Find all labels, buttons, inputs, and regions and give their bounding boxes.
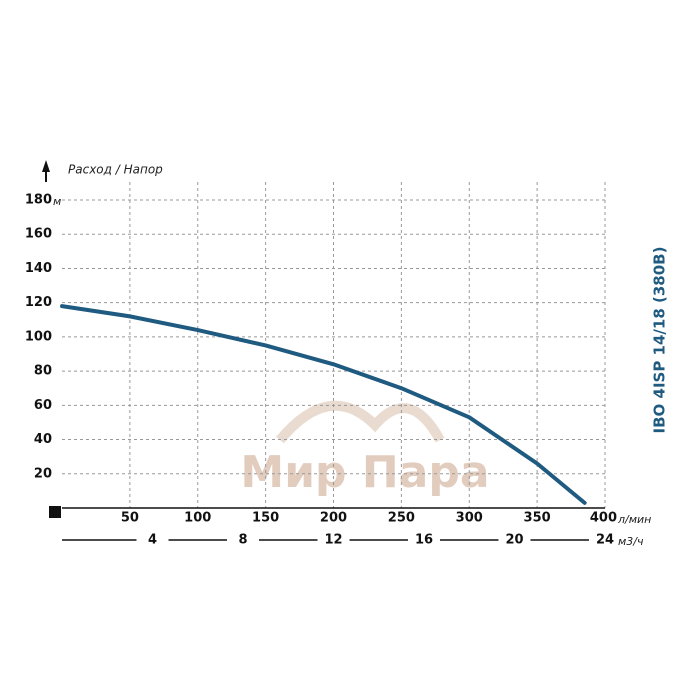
x2-label-bg [227,532,259,548]
watermark-logo [276,400,445,444]
curve [60,304,587,505]
y-arrow [42,160,50,172]
y-tick-label: 160 [25,227,52,242]
x2-label-bg [136,532,169,548]
x2-tick-label: 20 [505,533,523,548]
chart-title: IBO 4ISP 14/18 (380В) [651,247,669,434]
x-unit: л/мин [617,513,651,526]
x2-tick-label: 4 [148,533,157,548]
x-tick-label: 50 [121,511,139,526]
watermark: Мир Пара [240,447,489,498]
x2-label-bg [589,532,621,548]
x2-tick-label: 24 [596,533,614,548]
x2-label-bg [498,532,531,548]
y-tick-label: 60 [34,398,52,413]
x-tick-label: 200 [320,511,347,526]
x2-label-bg [317,532,350,548]
axis-label: Расход / Напор [68,163,163,177]
y-unit: м [53,195,61,208]
x2-tick-label: 16 [415,533,433,548]
x2-unit: м3/ч [618,535,644,548]
origin-square [49,506,61,518]
y-tick-label: 40 [34,432,52,447]
y-tick-label: 120 [25,295,52,310]
x-tick-label: 400 [590,511,617,526]
x2-tick-label: 8 [238,533,247,548]
x-tick-label: 100 [184,511,211,526]
x-tick-label: 300 [456,511,483,526]
x2-tick-label: 12 [324,533,342,548]
x-tick-label: 350 [524,511,551,526]
x-tick-label: 250 [388,511,415,526]
y-tick-label: 80 [34,364,52,379]
y-tick-label: 20 [34,466,52,481]
y-tick-label: 140 [25,261,52,276]
y-tick-label: 180 [25,193,52,208]
x-tick-label: 150 [252,511,279,526]
x2-label-bg [408,532,440,548]
y-tick-label: 100 [25,329,52,344]
